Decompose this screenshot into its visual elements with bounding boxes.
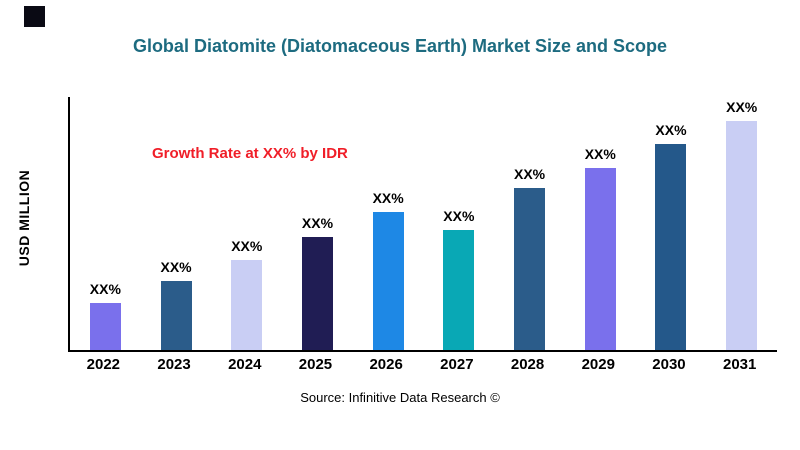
- x-tick-label: 2028: [510, 356, 545, 373]
- bar-value-label: XX%: [443, 208, 475, 224]
- bar-slot: XX%: [565, 146, 636, 350]
- x-tick-label: 2025: [298, 356, 333, 373]
- bar-slot: XX%: [211, 238, 282, 350]
- bar-value-label: XX%: [514, 166, 546, 182]
- x-tick-label: 2030: [652, 356, 686, 373]
- bar: [514, 188, 546, 350]
- bar-slot: XX%: [424, 208, 495, 350]
- bar-value-label: XX%: [231, 238, 263, 254]
- x-tick-label: 2029: [581, 356, 615, 373]
- bar: [301, 237, 333, 350]
- bar-slot: XX%: [70, 281, 141, 350]
- bar: [655, 144, 687, 350]
- x-tick-label: 2022: [86, 356, 121, 373]
- bar-slot: XX%: [282, 215, 353, 350]
- plot-area: Growth Rate at XX% by IDR XX% XX% XX% XX% XX…: [68, 97, 777, 352]
- growth-rate-annotation: Growth Rate at XX% by IDR: [152, 145, 348, 162]
- bar-slot: XX%: [636, 122, 707, 350]
- bars: XX% XX% XX% XX% XX% XX% XX% XX% XX% XX%: [70, 97, 777, 350]
- bar: [443, 230, 475, 350]
- x-tick-label: 2031: [722, 356, 757, 373]
- bar: [231, 260, 263, 350]
- bar-slot: XX%: [706, 99, 777, 350]
- bar: [372, 212, 404, 350]
- bar-slot: XX%: [141, 259, 212, 350]
- bar-value-label: XX%: [301, 215, 334, 231]
- bar-value-label: XX%: [655, 122, 687, 138]
- bar-slot: XX%: [353, 190, 424, 350]
- bar-value-label: XX%: [160, 259, 192, 275]
- bar: [584, 168, 616, 350]
- x-tick-label: 2027: [440, 356, 474, 373]
- bar: [89, 303, 121, 350]
- x-tick-label: 2023: [157, 356, 191, 373]
- bar-value-label: XX%: [726, 99, 758, 115]
- bar: [726, 121, 758, 350]
- corner-logo-mark: [24, 6, 45, 27]
- bar-value-label: XX%: [584, 146, 616, 162]
- bar: [160, 281, 192, 350]
- chart-title: Global Diatomite (Diatomaceous Earth) Ma…: [132, 36, 668, 56]
- x-tick-label: 2026: [369, 356, 403, 373]
- source-attribution: Source: Infinitive Data Research ©: [300, 390, 500, 405]
- bar-slot: XX%: [494, 166, 565, 350]
- x-tick-label: 2024: [228, 356, 262, 373]
- bar-value-label: XX%: [89, 281, 121, 297]
- bar-value-label: XX%: [372, 190, 404, 206]
- y-axis-label: USD MILLION: [16, 169, 32, 267]
- x-axis-labels: 2022 2023 2024 2025 2026 2027 2028 2029 2030 2031: [68, 356, 775, 373]
